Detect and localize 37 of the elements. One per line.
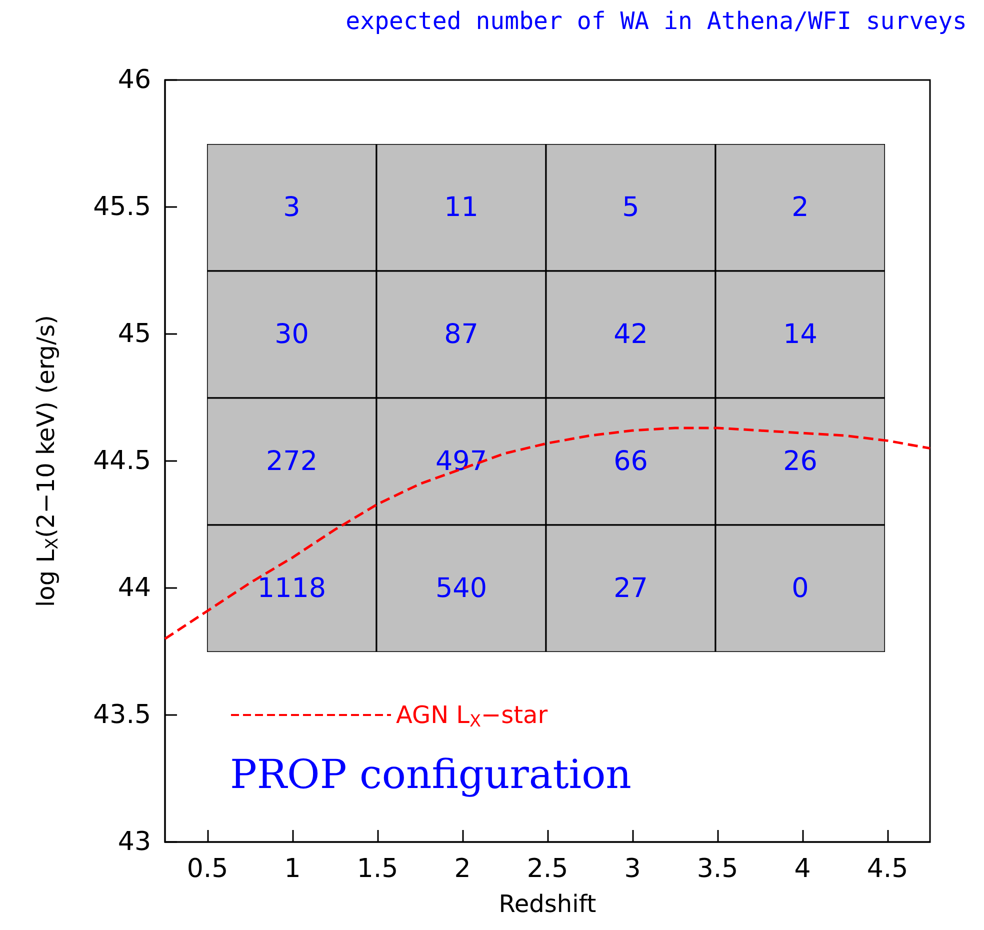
y-tick-label: 45: [118, 319, 151, 349]
data-label: 87: [444, 319, 478, 350]
data-label: 27: [614, 573, 648, 604]
data-label: 5: [622, 192, 640, 223]
line-series: [164, 426, 932, 640]
data-label: 2: [792, 192, 809, 223]
data-label: 497: [435, 446, 488, 477]
y-tick-label: 44.5: [93, 446, 151, 476]
data-label: 1118: [257, 573, 326, 604]
data-label: 42: [614, 319, 648, 350]
y-tick-label: 44: [118, 573, 151, 603]
x-tick-label: 4.5: [866, 854, 908, 884]
data-label: 30: [274, 319, 309, 350]
data-label: 0: [792, 573, 809, 604]
y-axis-title: log LX(2−10 keV) (erg/s): [32, 315, 62, 607]
annotation: PROP configuration: [230, 752, 632, 798]
data-label: 14: [783, 319, 818, 350]
data-label: 66: [614, 446, 648, 477]
x-axis-title: Redshift: [498, 890, 596, 918]
data-label: 26: [783, 446, 818, 477]
x-tick-label: 0.5: [186, 854, 228, 884]
x-tick-label: 2.5: [526, 854, 568, 884]
x-tick-label: 3.5: [696, 854, 738, 884]
data-label: 3: [283, 192, 300, 223]
y-tick-label: 43: [118, 827, 151, 857]
chart-title: expected number of WA in Athena/WFI surveys: [346, 7, 968, 35]
y-tick-label: 46: [118, 65, 151, 95]
x-tick-label: 4: [794, 854, 811, 884]
data-label: 540: [435, 573, 488, 604]
data-label: 272: [266, 446, 318, 477]
y-tick-label: 45.5: [93, 192, 151, 222]
x-tick-label: 1.5: [356, 854, 398, 884]
data-label: 11: [444, 192, 478, 223]
x-tick-label: 1: [284, 854, 301, 884]
x-tick-label: 2: [454, 854, 471, 884]
x-tick-label: 3: [624, 854, 641, 884]
y-tick-label: 43.5: [93, 700, 151, 730]
